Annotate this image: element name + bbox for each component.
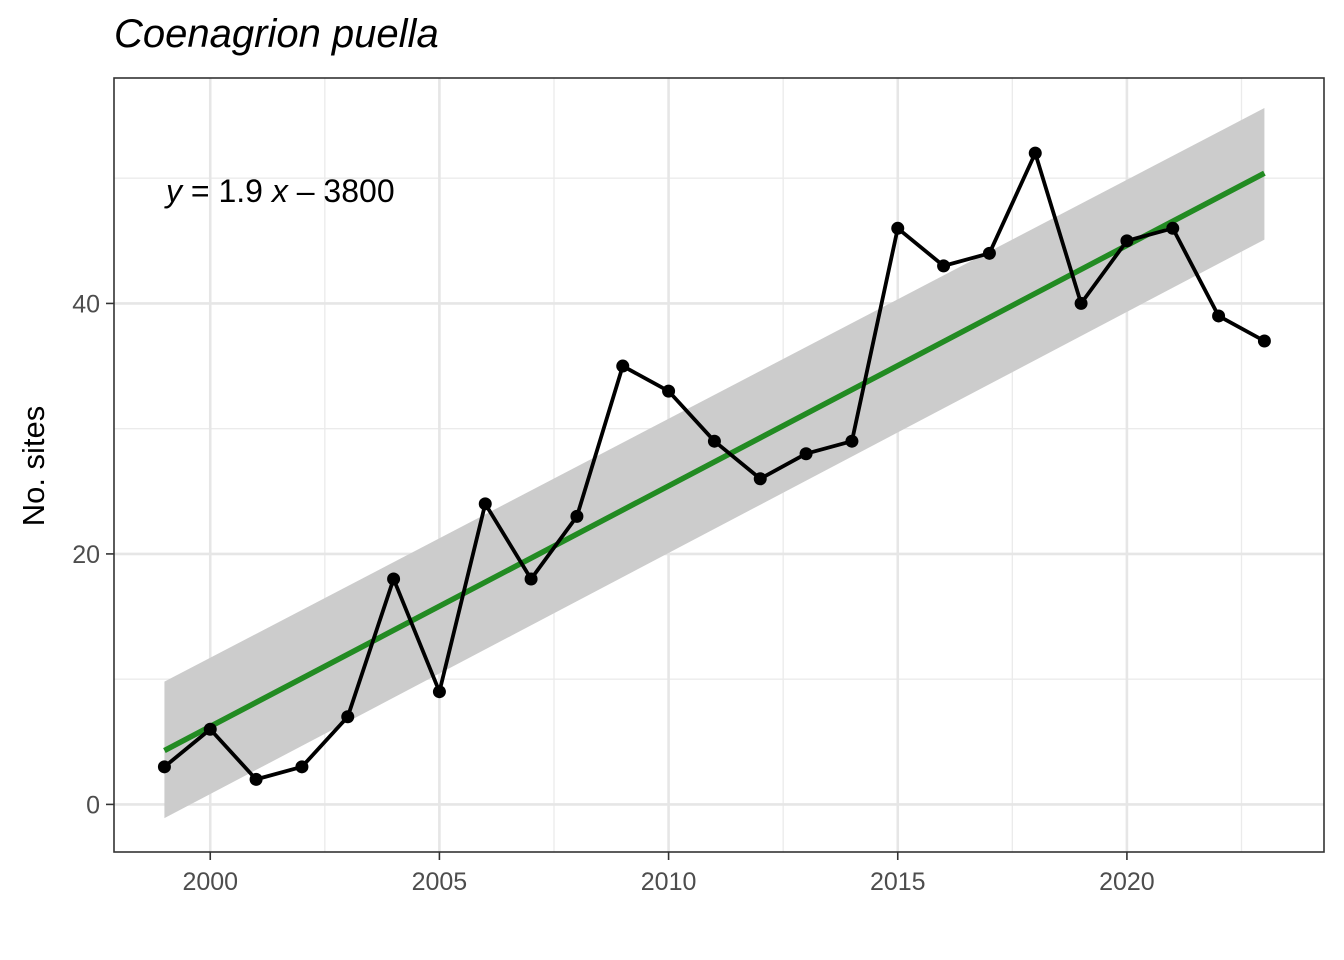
equation-rest: – 3800 xyxy=(288,173,395,209)
data-point xyxy=(845,434,859,448)
data-point xyxy=(1074,296,1088,310)
y-tick-label: 0 xyxy=(86,791,100,819)
data-point xyxy=(1166,221,1180,235)
data-point xyxy=(295,760,309,774)
data-point xyxy=(753,472,767,486)
equation-x: x xyxy=(270,173,289,209)
equation-y: y xyxy=(164,173,184,209)
data-points xyxy=(157,146,1271,786)
data-point xyxy=(387,572,401,586)
x-tick-label: 2010 xyxy=(641,868,697,896)
data-point xyxy=(662,384,676,398)
y-tick-label: 20 xyxy=(72,541,100,569)
data-point xyxy=(799,447,813,461)
data-point xyxy=(1028,146,1042,160)
data-point xyxy=(570,509,584,523)
y-axis-ticks: 0 20 40 xyxy=(72,290,114,819)
data-point xyxy=(1120,234,1134,248)
data-point xyxy=(937,259,951,273)
data-point xyxy=(982,246,996,260)
fit-line xyxy=(163,170,1266,753)
x-tick-label: 2000 xyxy=(182,868,238,896)
data-point xyxy=(203,722,217,736)
data-point xyxy=(432,685,446,699)
data-point xyxy=(341,710,355,724)
y-tick-label: 40 xyxy=(72,290,100,318)
equation-eq: = 1.9 xyxy=(182,173,272,209)
data-point xyxy=(1257,334,1271,348)
x-tick-label: 2015 xyxy=(870,868,926,896)
data-point xyxy=(707,434,721,448)
data-point xyxy=(891,221,905,235)
data-point xyxy=(616,359,630,373)
x-tick-label: 2020 xyxy=(1099,868,1155,896)
data-point xyxy=(157,760,171,774)
data-point xyxy=(249,772,263,786)
data-point xyxy=(478,497,492,511)
chart-title: Coenagrion puella xyxy=(114,12,439,56)
x-axis-ticks: 2000 2005 2010 2015 2020 xyxy=(182,852,1155,896)
data-point xyxy=(524,572,538,586)
panel-border xyxy=(113,77,1325,853)
x-tick-label: 2005 xyxy=(412,868,468,896)
data-point xyxy=(1212,309,1226,323)
equation-annotation: y = 1.9 x – 3800 xyxy=(164,173,395,209)
